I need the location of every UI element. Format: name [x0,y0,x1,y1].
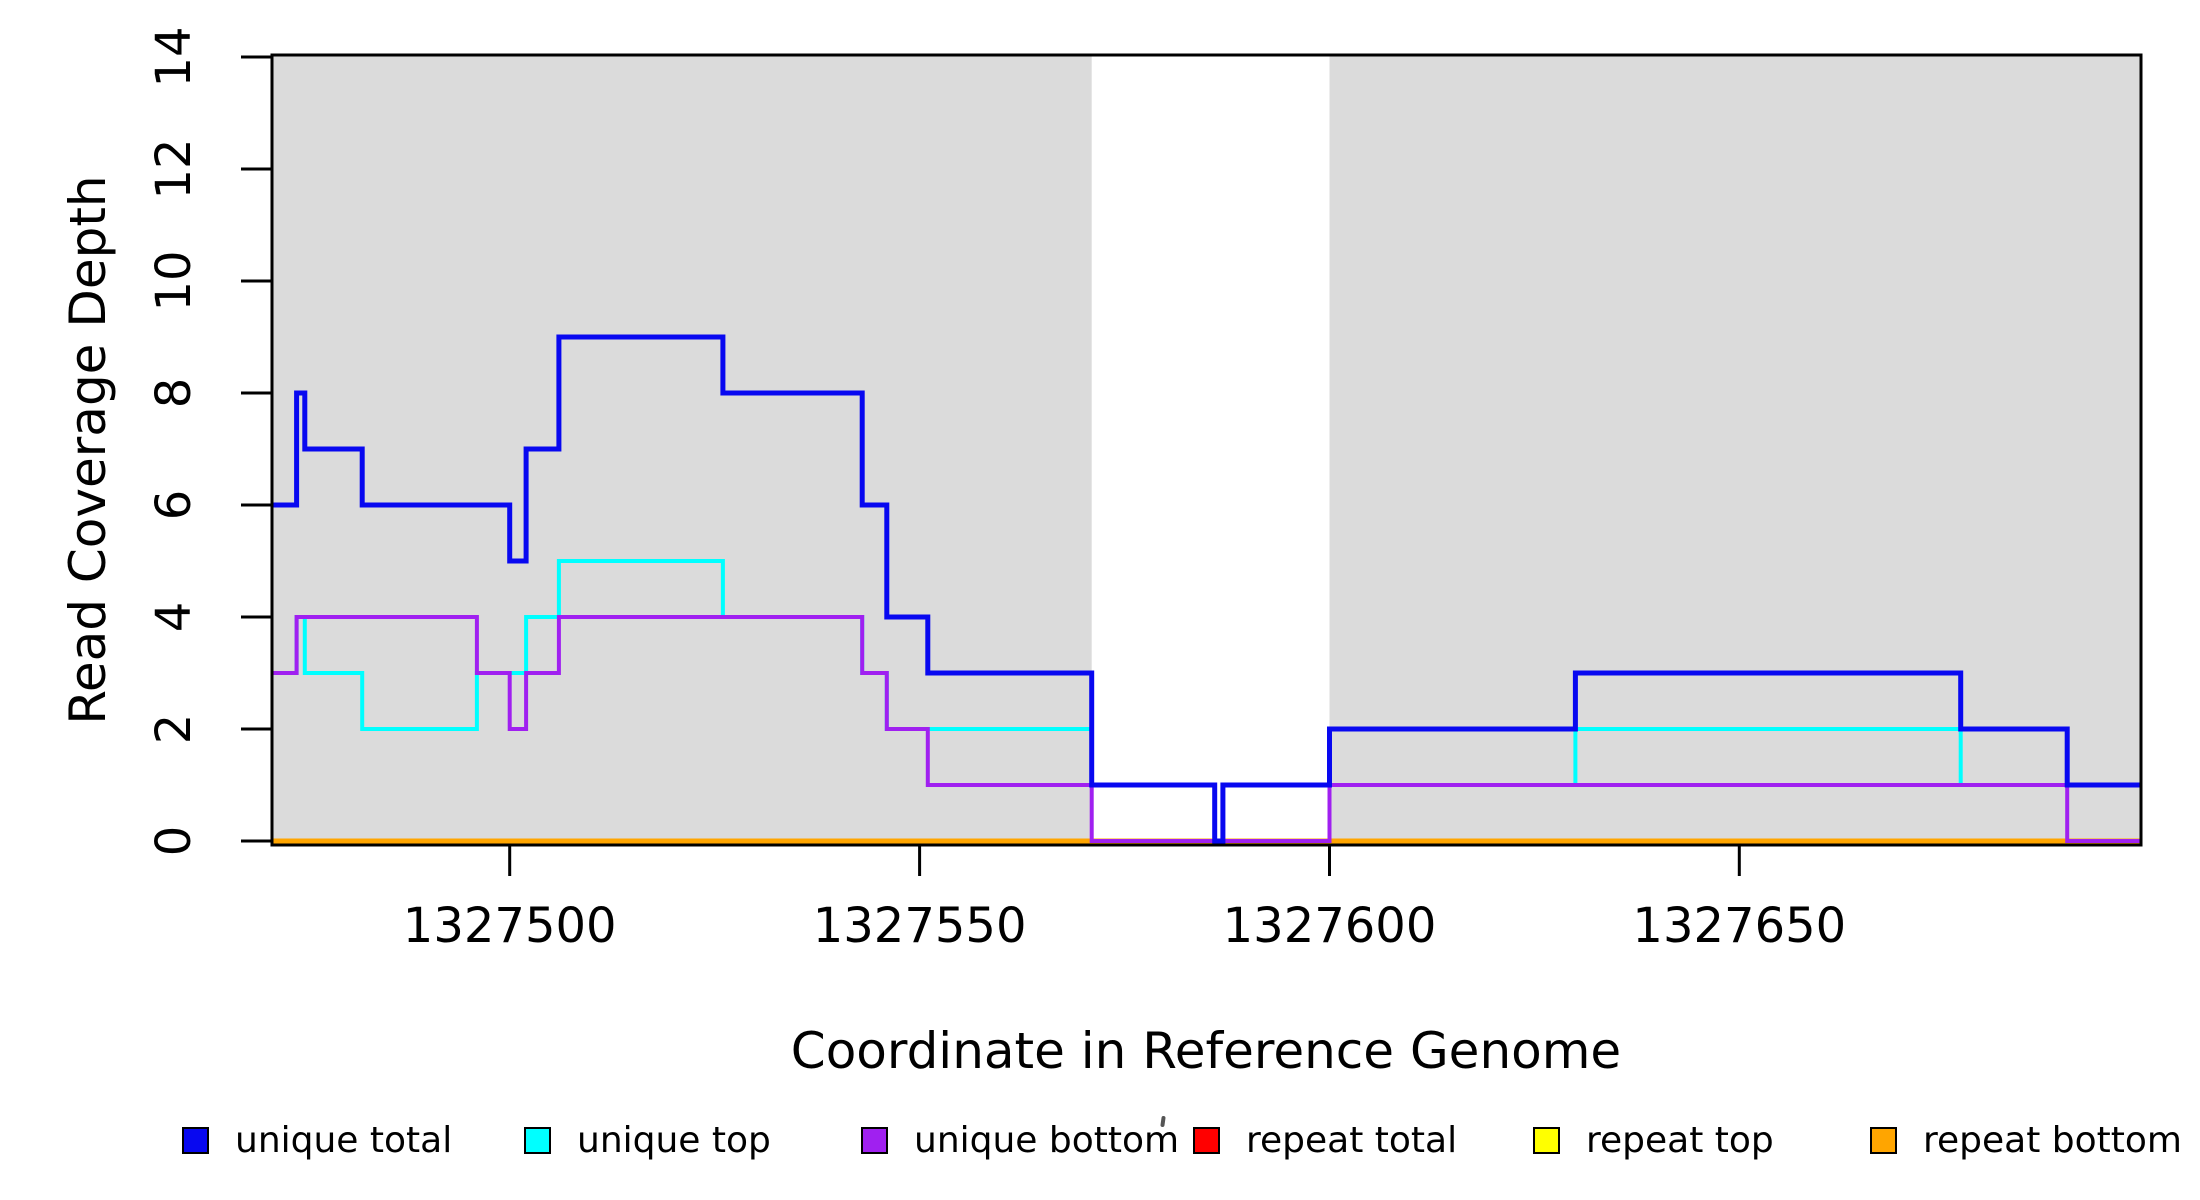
shaded-regions [272,56,2141,844]
y-tick-label: 12 [146,138,202,199]
x-axis-title: Coordinate in Reference Genome [790,1022,1622,1080]
y-tick-label: 14 [146,26,202,87]
x-tick-label: 1327500 [403,898,617,954]
x-tick-label: 1327650 [1632,898,1846,954]
y-tick-label: 10 [146,250,202,311]
series-unique-total [272,334,2141,844]
y-tick-label: 8 [146,378,202,409]
x-tick-label: 1327550 [813,898,1027,954]
shaded-region [1329,56,2141,844]
tick-labels: 1327500 1327550 1327600 1327650 0 2 4 6 8 10 12 14 [146,26,1846,954]
y-tick-label: 6 [146,490,202,521]
plot-box [270,53,2143,847]
y-tick-label: 4 [146,602,202,633]
series-lines [272,334,2141,844]
y-axis-title: Read Coverage Depth [59,175,117,725]
y-tick-label: 2 [146,714,202,745]
series-unique-bottom [272,615,2141,843]
shaded-region [272,56,1092,844]
axes [241,53,2143,876]
x-tick-label: 1327600 [1223,898,1437,954]
y-tick-label: 0 [146,826,202,857]
